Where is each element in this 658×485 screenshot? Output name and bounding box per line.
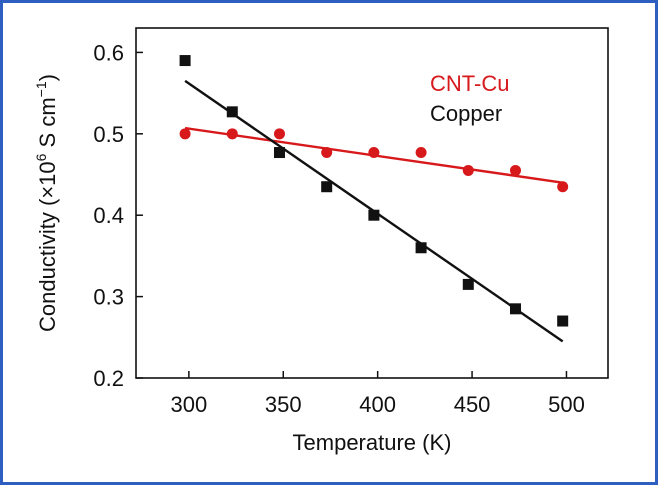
x-tick-label: 450 [454,392,491,417]
cnt-cu-point [226,128,238,140]
x-axis-label: Temperature (K) [293,430,452,455]
x-tick-label: 500 [548,392,585,417]
y-tick-label: 0.5 [93,122,124,147]
cnt-cu-point [368,147,380,159]
cnt-cu-point [462,164,474,176]
copper-point [509,303,521,315]
cnt-cu-point [557,181,569,193]
copper-point [226,106,238,118]
y-tick-label: 0.4 [93,203,124,228]
x-tick-label: 350 [265,392,302,417]
x-tick-label: 300 [171,392,208,417]
data-points [179,55,569,327]
x-tick-label: 400 [359,392,396,417]
y-axis-label: Conductivity (×106 S cm−1) [33,74,60,332]
copper-point [368,209,380,221]
copper-point [462,278,474,290]
copper-point [557,315,569,327]
legend-cnt-cu: CNT-Cu [430,71,509,96]
y-tick-label: 0.2 [93,366,124,391]
y-axis-ticks: 0.2 0.3 0.4 0.5 0.6 [93,40,143,391]
y-tick-label: 0.3 [93,285,124,310]
y-tick-label: 0.6 [93,40,124,65]
conductivity-chart: 300 350 400 450 500 0.2 0.3 0.4 0.5 0.6 Temperat… [33,27,609,455]
legend-copper: Copper [430,101,502,126]
copper-point [273,147,285,159]
cnt-cu-point [273,128,285,140]
cnt-cu-point [321,147,333,159]
cnt-cu-point [509,164,521,176]
plot-area [135,27,609,379]
copper-point [321,181,333,193]
copper-point [415,242,427,254]
x-axis-ticks: 300 350 400 450 500 [171,371,585,417]
cnt-cu-point [179,128,191,140]
copper-point [179,55,191,67]
cnt-cu-point [415,147,427,159]
